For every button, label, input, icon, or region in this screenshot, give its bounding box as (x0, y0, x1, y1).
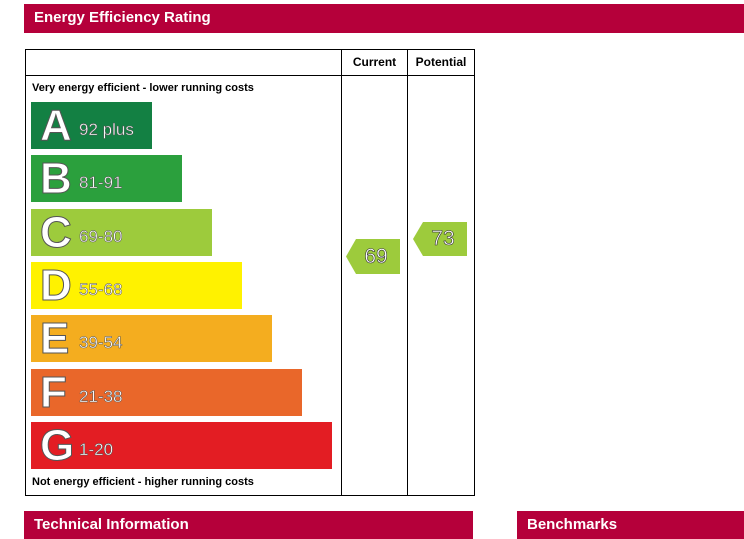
energy-efficiency-header: Energy Efficiency Rating (24, 4, 744, 33)
band-g: G 1-20 (31, 421, 332, 470)
band-range-label: 55-68 (79, 280, 123, 300)
top-note: Very energy efficient - lower running co… (32, 82, 254, 94)
band-range-label: 81-91 (79, 173, 123, 193)
band-range-label: 39-54 (79, 333, 123, 353)
potential-rating-value: 73 (431, 227, 455, 251)
potential-column-divider (407, 49, 408, 496)
band-a: A 92 plus (31, 101, 152, 150)
benchmarks-title: Benchmarks (527, 516, 618, 533)
technical-information-title: Technical Information (34, 516, 189, 533)
band-d: D 55-68 (31, 261, 242, 310)
benchmarks-header: Benchmarks (517, 511, 744, 539)
band-range-label: 92 plus (79, 120, 134, 140)
bottom-note: Not energy efficient - higher running co… (32, 476, 254, 488)
band-f: F 21-38 (31, 368, 302, 417)
current-arrow-shape (346, 239, 400, 274)
band-range-label: 1-20 (79, 440, 114, 460)
potential-column-header: Potential (415, 55, 467, 69)
current-column-header: Current (352, 55, 397, 69)
band-letter: E (39, 314, 70, 363)
current-rating-arrow: 69 (346, 239, 400, 274)
band-letter: A (40, 101, 73, 150)
band-letter: B (40, 154, 73, 203)
potential-rating-arrow: 73 (413, 222, 467, 256)
energy-efficiency-title: Energy Efficiency Rating (34, 9, 211, 26)
current-rating-value: 69 (364, 245, 388, 269)
band-range-label: 69-80 (79, 227, 123, 247)
potential-arrow-shape (413, 222, 467, 256)
band-range-label: 21-38 (79, 387, 123, 407)
band-letter: D (40, 261, 73, 310)
band-c: C 69-80 (31, 208, 212, 257)
rating-table (25, 49, 475, 496)
band-letter: C (40, 208, 73, 257)
table-header-divider (25, 75, 475, 76)
band-letter: F (40, 368, 68, 417)
band-e: E 39-54 (31, 314, 272, 363)
band-b: B 81-91 (31, 154, 182, 203)
technical-information-header: Technical Information (24, 511, 473, 539)
current-column-divider (341, 49, 342, 496)
band-letter: G (39, 421, 75, 470)
